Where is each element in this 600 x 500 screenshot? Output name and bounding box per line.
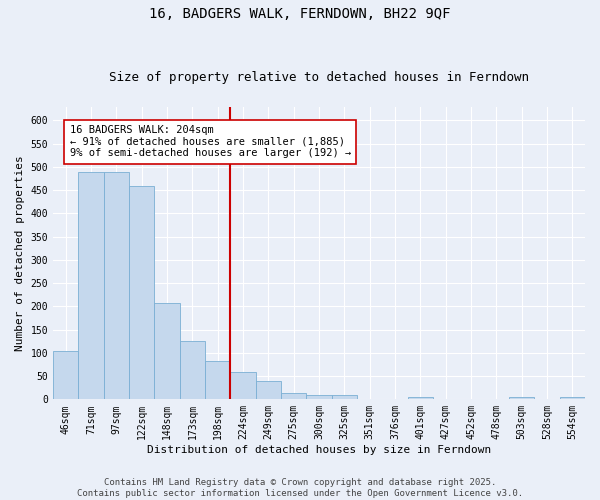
Bar <box>281 394 307 400</box>
Bar <box>256 380 281 400</box>
Text: 16 BADGERS WALK: 204sqm
← 91% of detached houses are smaller (1,885)
9% of semi-: 16 BADGERS WALK: 204sqm ← 91% of detache… <box>70 125 351 158</box>
Bar <box>509 397 535 400</box>
Bar <box>53 350 79 400</box>
Bar <box>205 361 230 400</box>
Bar <box>104 172 129 400</box>
Bar <box>230 372 256 400</box>
Title: Size of property relative to detached houses in Ferndown: Size of property relative to detached ho… <box>109 72 529 85</box>
Bar <box>407 397 433 400</box>
Text: Contains HM Land Registry data © Crown copyright and database right 2025.
Contai: Contains HM Land Registry data © Crown c… <box>77 478 523 498</box>
Bar <box>332 394 357 400</box>
Bar <box>154 302 179 400</box>
X-axis label: Distribution of detached houses by size in Ferndown: Distribution of detached houses by size … <box>147 445 491 455</box>
Y-axis label: Number of detached properties: Number of detached properties <box>15 155 25 351</box>
Bar <box>129 186 154 400</box>
Bar <box>179 341 205 400</box>
Bar <box>307 395 332 400</box>
Bar <box>79 172 104 400</box>
Text: 16, BADGERS WALK, FERNDOWN, BH22 9QF: 16, BADGERS WALK, FERNDOWN, BH22 9QF <box>149 8 451 22</box>
Bar <box>560 397 585 400</box>
